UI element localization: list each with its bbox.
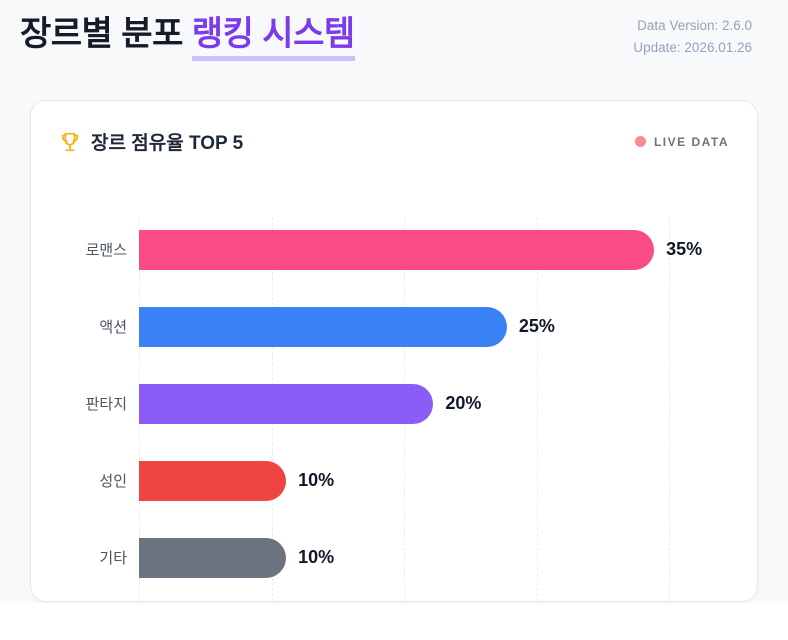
title-prefix: 장르별 분포: [20, 15, 192, 53]
page: 장르별 분포 랭킹 시스템 Data Version: 2.6.0 Update…: [0, 0, 788, 602]
chart-row: 로맨스 35%: [59, 211, 729, 288]
chart-row: 성인 10%: [59, 442, 729, 519]
chart-row: 기타 10%: [59, 519, 729, 596]
genre-value: 20%: [445, 393, 482, 413]
genre-bar: [139, 229, 655, 270]
genre-value: 35%: [666, 239, 703, 259]
genre-bar: [139, 383, 434, 424]
title-accent: 랭킹 시스템: [191, 15, 355, 61]
bar-plot-area: 10%: [139, 537, 729, 578]
genre-bar: [139, 306, 507, 347]
live-badge: LIVE DATA: [634, 134, 729, 149]
genre-value: 10%: [298, 470, 335, 490]
card-header: 장르 점유율 TOP 5 LIVE DATA: [31, 101, 757, 155]
genre-bar: [139, 537, 287, 578]
chart-card: 장르 점유율 TOP 5 LIVE DATA 로맨스 35% 액션 25% 판타…: [30, 100, 758, 602]
data-version-text: Data Version: 2.6.0: [637, 18, 752, 33]
trophy-icon: [61, 132, 79, 151]
genre-label: 액션: [99, 319, 127, 336]
page-title: 장르별 분포 랭킹 시스템: [20, 12, 355, 61]
bar-plot-area: 25%: [139, 306, 729, 347]
live-label: LIVE DATA: [653, 134, 729, 149]
genre-value: 10%: [298, 547, 335, 567]
chart-rows: 로맨스 35% 액션 25% 판타지 20% 성인 10% 기타 10%: [59, 211, 729, 596]
chart-row: 액션 25%: [59, 288, 729, 365]
genre-value: 25%: [518, 316, 555, 336]
card-title-text: 장르 점유율 TOP 5: [91, 133, 244, 154]
genre-label: 성인: [99, 473, 127, 490]
genre-label: 판타지: [85, 396, 127, 413]
bar-plot-area: 10%: [139, 460, 729, 501]
bar-plot-area: 35%: [139, 229, 729, 270]
card-title: 장르 점유율 TOP 5: [59, 128, 243, 155]
live-dot-icon: [634, 136, 646, 147]
version-info: Data Version: 2.6.0 Update: 2026.01.26: [633, 12, 752, 58]
chart-row: 판타지 20%: [59, 365, 729, 442]
page-header: 장르별 분포 랭킹 시스템 Data Version: 2.6.0 Update…: [0, 0, 788, 61]
genre-label: 기타: [99, 550, 127, 567]
genre-label: 로맨스: [85, 242, 127, 259]
bar-chart: 로맨스 35% 액션 25% 판타지 20% 성인 10% 기타 10%: [59, 211, 729, 601]
update-date-text: Update: 2026.01.26: [633, 39, 752, 55]
bar-plot-area: 20%: [139, 383, 729, 424]
genre-bar: [139, 460, 287, 501]
